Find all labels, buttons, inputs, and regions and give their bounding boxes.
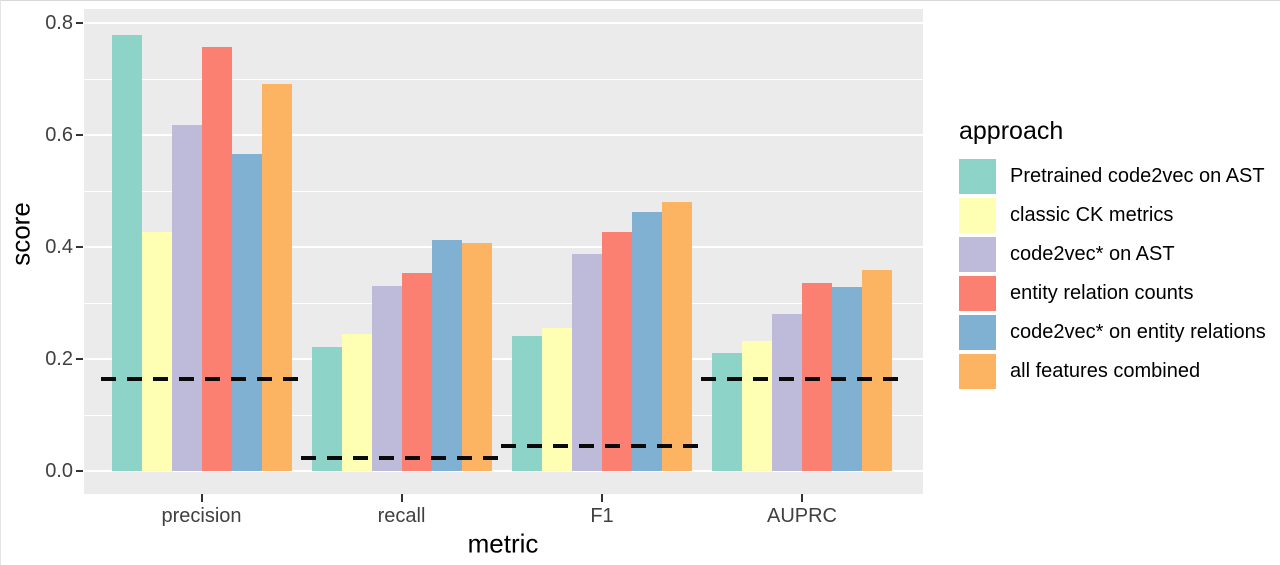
y-tick-mark: [76, 22, 83, 24]
bar: [632, 212, 662, 471]
legend-swatch: [959, 276, 996, 311]
legend-item-label: all features combined: [1010, 360, 1201, 382]
legend-item-label: entity relation counts: [1010, 282, 1194, 304]
gridline-major: [84, 358, 923, 360]
bar: [371, 286, 402, 471]
x-tick-mark: [200, 494, 203, 502]
legend: approach Pretrained code2vec on AST class…: [959, 117, 1266, 393]
legend-item: all features combined: [959, 354, 1266, 389]
gridline-minor: [84, 190, 923, 192]
bar: [542, 328, 572, 471]
x-tick-mark: [400, 494, 403, 502]
bar: [171, 124, 202, 471]
bar: [111, 35, 142, 471]
legend-item: classic CK metrics: [959, 198, 1266, 233]
y-tick-mark: [76, 134, 83, 136]
bar: [141, 231, 172, 471]
gridline-minor: [84, 414, 923, 416]
x-tick-mark: [601, 494, 603, 502]
x-axis-title: metric: [467, 528, 539, 559]
bar: [572, 253, 602, 471]
legend-item: code2vec* on entity relations: [959, 315, 1266, 350]
baseline-dashed-line: [501, 444, 703, 449]
bar: [512, 336, 542, 471]
bar: [401, 273, 432, 471]
bar: [662, 202, 692, 471]
y-tick-label: 0.0: [45, 460, 73, 482]
bar: [712, 353, 742, 471]
bar: [602, 232, 632, 471]
bar: [461, 243, 492, 471]
legend-swatch: [959, 198, 996, 233]
bar: [201, 47, 232, 471]
x-tick-label: recall: [377, 505, 426, 527]
legend-items: Pretrained code2vec on AST classic CK met…: [959, 159, 1266, 389]
gridline-major: [84, 22, 923, 24]
y-tick-label: 0.6: [45, 124, 73, 146]
legend-swatch: [959, 315, 996, 350]
legend-item: Pretrained code2vec on AST: [959, 159, 1266, 194]
y-axis-title: score: [5, 202, 36, 266]
bar: [772, 313, 802, 471]
y-tick-mark: [76, 246, 83, 248]
baseline-dashed-line: [300, 455, 503, 460]
bar: [341, 334, 372, 471]
gridline-major: [84, 246, 923, 248]
legend-swatch: [959, 159, 996, 194]
legend-item: entity relation counts: [959, 276, 1266, 311]
legend-item: code2vec* on AST: [959, 237, 1266, 272]
legend-item-label: code2vec* on entity relations: [1010, 321, 1266, 343]
plot-panel: [84, 9, 923, 494]
gridline-minor: [84, 78, 923, 80]
y-tick-label: 0.2: [45, 348, 73, 370]
y-tick-mark: [76, 358, 83, 360]
legend-title: approach: [959, 117, 1064, 145]
gridline-minor: [84, 302, 923, 304]
y-tick-label: 0.4: [45, 236, 73, 258]
baseline-dashed-line: [100, 376, 303, 381]
gridline-major: [84, 134, 923, 136]
y-tick-label: 0.8: [45, 12, 73, 34]
x-tick-label: AUPRC: [766, 505, 837, 527]
legend-swatch: [959, 354, 996, 389]
bar: [742, 341, 772, 471]
bar: [261, 84, 292, 471]
y-tick-mark: [76, 470, 83, 472]
legend-item-label: code2vec* on AST: [1010, 243, 1175, 265]
x-tick-mark: [801, 494, 803, 502]
bar: [311, 347, 342, 471]
x-tick-label: precision: [161, 505, 242, 527]
legend-item-label: Pretrained code2vec on AST: [1010, 165, 1265, 187]
legend-swatch: [959, 237, 996, 272]
gridline-major: [84, 470, 923, 472]
bar: [231, 154, 262, 471]
bar: [431, 240, 462, 471]
legend-item-label: classic CK metrics: [1010, 204, 1174, 226]
baseline-dashed-line: [701, 376, 903, 381]
x-tick-label: F1: [590, 505, 614, 527]
bar: [862, 269, 892, 471]
